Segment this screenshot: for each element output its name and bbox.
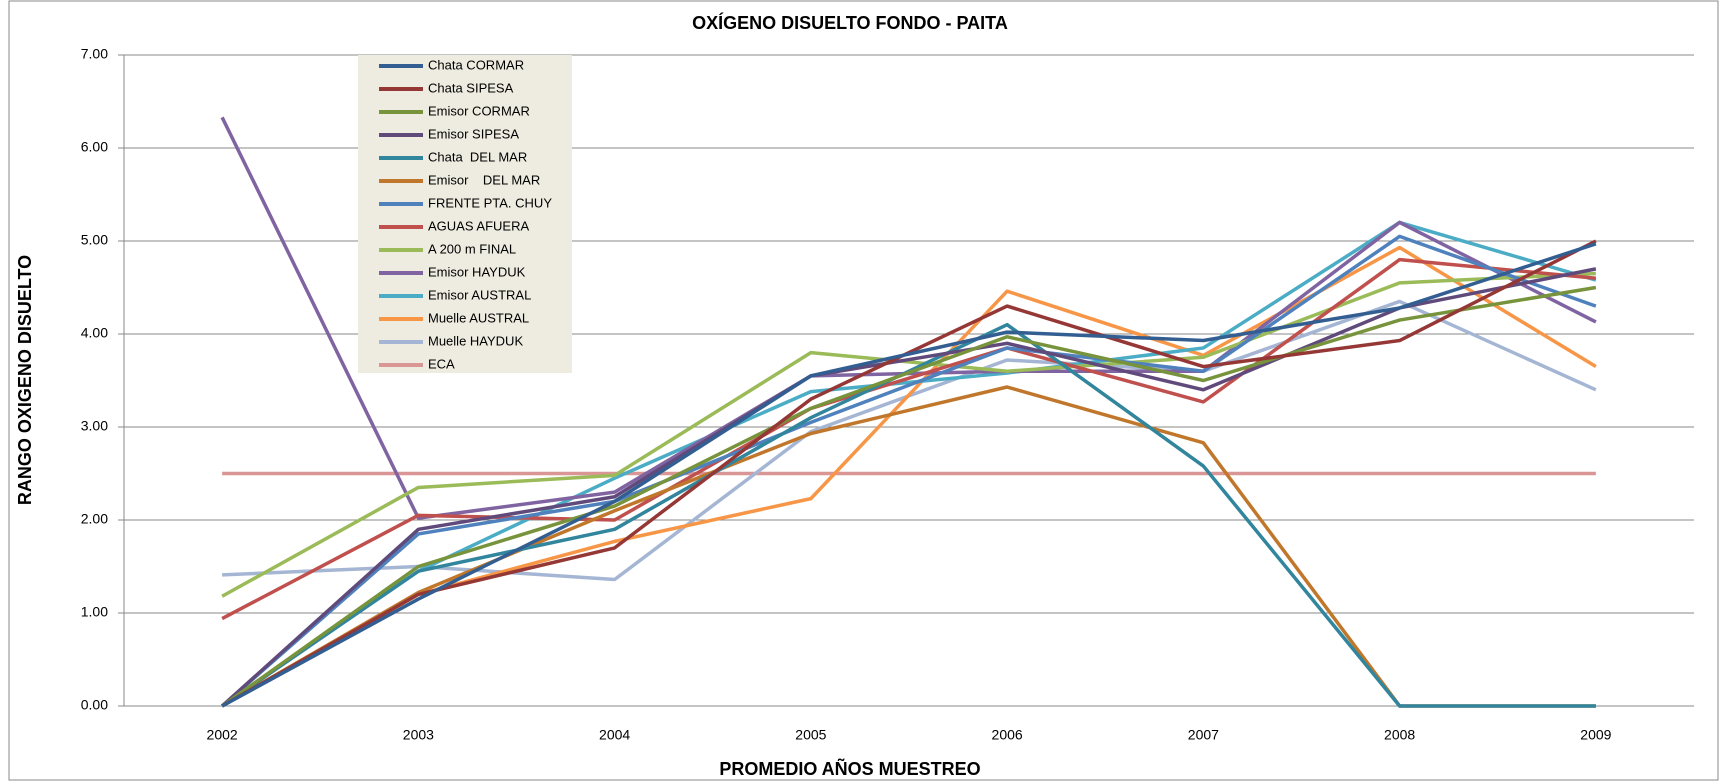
series-line (221, 271, 1596, 598)
series-line (220, 234, 1597, 708)
x-tick-label: 2008 (1384, 727, 1415, 743)
y-tick-label: 2.00 (81, 511, 108, 527)
legend-label: Emisor HAYDUK (428, 264, 526, 279)
legend-label: Emisor DEL MAR (428, 172, 540, 187)
x-tick-label: 2004 (599, 727, 630, 743)
y-tick-label: 0.00 (81, 697, 108, 713)
x-tick-label: 2005 (795, 727, 826, 743)
chart-title: OXÍGENO DISUELTO FONDO - PAITA (692, 12, 1008, 33)
y-tick-label: 3.00 (81, 418, 108, 434)
series-line (220, 267, 1597, 708)
legend-label: Emisor AUSTRAL (428, 287, 531, 302)
series-line (221, 285, 1597, 708)
legend-label: FRENTE PTA. CHUY (428, 195, 552, 210)
x-tick-label: 2009 (1580, 727, 1611, 743)
y-tick-label: 5.00 (81, 232, 108, 248)
legend-label: Muelle HAYDUK (428, 333, 523, 348)
y-tick-label: 1.00 (81, 604, 108, 620)
legend-label: Emisor SIPESA (428, 126, 519, 141)
y-tick-label: 7.00 (81, 46, 108, 62)
series-line (221, 242, 1597, 708)
legend-label: AGUAS AFUERA (428, 218, 529, 233)
x-tick-label: 2002 (207, 727, 238, 743)
x-tick-label: 2006 (992, 727, 1023, 743)
legend-label: Emisor CORMAR (428, 103, 530, 118)
y-tick-label: 6.00 (81, 139, 108, 155)
legend-label: ECA (428, 356, 455, 371)
x-tick-label: 2007 (1188, 727, 1219, 743)
legend-label: Chata SIPESA (428, 80, 514, 95)
x-axis-label: PROMEDIO AÑOS MUESTREO (719, 758, 980, 779)
y-tick-label: 4.00 (81, 325, 108, 341)
legend-label: Chata CORMAR (428, 57, 524, 72)
legend-label: A 200 m FINAL (428, 241, 516, 256)
x-tick-label: 2003 (403, 727, 434, 743)
legend-label: Chata DEL MAR (428, 149, 527, 164)
series-line (221, 257, 1597, 621)
series-line (221, 385, 1596, 708)
y-axis-label: RANGO OXIGENO DISUELTO (15, 255, 35, 505)
legend-label: Muelle AUSTRAL (428, 310, 529, 325)
